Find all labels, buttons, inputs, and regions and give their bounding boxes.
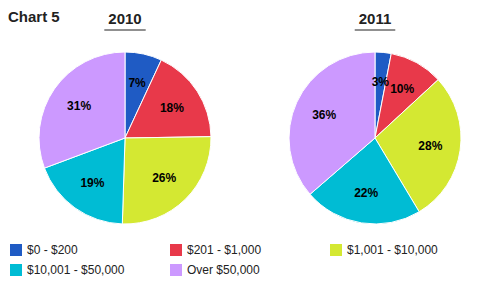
legend-swatch bbox=[330, 244, 342, 256]
data-label: 36% bbox=[312, 108, 336, 122]
slices bbox=[39, 52, 211, 224]
chart-title: Chart 5 bbox=[8, 8, 60, 25]
data-label: 7% bbox=[128, 76, 146, 90]
pie-slice bbox=[289, 52, 375, 194]
legend: $0 - $200 $201 - $1,000 $1,001 - $10,000 $1… bbox=[10, 243, 438, 277]
data-label: 19% bbox=[80, 176, 104, 190]
data-label: 3% bbox=[372, 75, 390, 89]
data-labels: 3%10% 28% 22% 36% bbox=[312, 75, 443, 200]
legend-swatch bbox=[10, 244, 22, 256]
chart: Chart 5 2010 7% 18% 26% 19% 31% 2011 3%10% 28% 22%… bbox=[0, 0, 500, 305]
data-label: 10% bbox=[390, 82, 414, 96]
legend-label: $0 - $200 bbox=[27, 243, 78, 257]
legend-item: Over $50,000 bbox=[170, 263, 260, 277]
legend-label: $1,001 - $10,000 bbox=[347, 243, 438, 257]
legend-label: $10,001 - $50,000 bbox=[27, 263, 125, 277]
data-label: 18% bbox=[160, 101, 184, 115]
pie-title-underline bbox=[104, 29, 145, 30]
legend-item: $1,001 - $10,000 bbox=[330, 243, 438, 257]
data-label: 28% bbox=[418, 139, 442, 153]
legend-swatch bbox=[170, 264, 182, 276]
data-labels: 7% 18% 26% 19% 31% bbox=[67, 76, 184, 190]
pie-slice bbox=[39, 52, 125, 168]
pie-slice bbox=[125, 60, 211, 138]
pie-title-underline bbox=[355, 29, 396, 30]
legend-item: $10,001 - $50,000 bbox=[10, 263, 125, 277]
legend-swatch bbox=[10, 264, 22, 276]
pie: 2011 3%10% 28% 22% 36% bbox=[289, 10, 461, 224]
legend-label: Over $50,000 bbox=[187, 263, 260, 277]
legend-item: $0 - $200 bbox=[10, 243, 78, 257]
data-label: 22% bbox=[354, 186, 378, 200]
data-label: 26% bbox=[152, 171, 176, 185]
chart-container: Chart 5 2010 7% 18% 26% 19% 31% 2011 3%10% 28% 22%… bbox=[0, 0, 500, 305]
pie-title: 2010 bbox=[108, 10, 141, 27]
data-label: 31% bbox=[67, 99, 91, 113]
legend-swatch bbox=[170, 244, 182, 256]
slices bbox=[289, 52, 461, 224]
pie-slice bbox=[122, 137, 211, 224]
pie: 2010 7% 18% 26% 19% 31% bbox=[39, 10, 211, 224]
legend-label: $201 - $1,000 bbox=[187, 243, 261, 257]
pie-title: 2011 bbox=[359, 10, 392, 27]
legend-item: $201 - $1,000 bbox=[170, 243, 261, 257]
